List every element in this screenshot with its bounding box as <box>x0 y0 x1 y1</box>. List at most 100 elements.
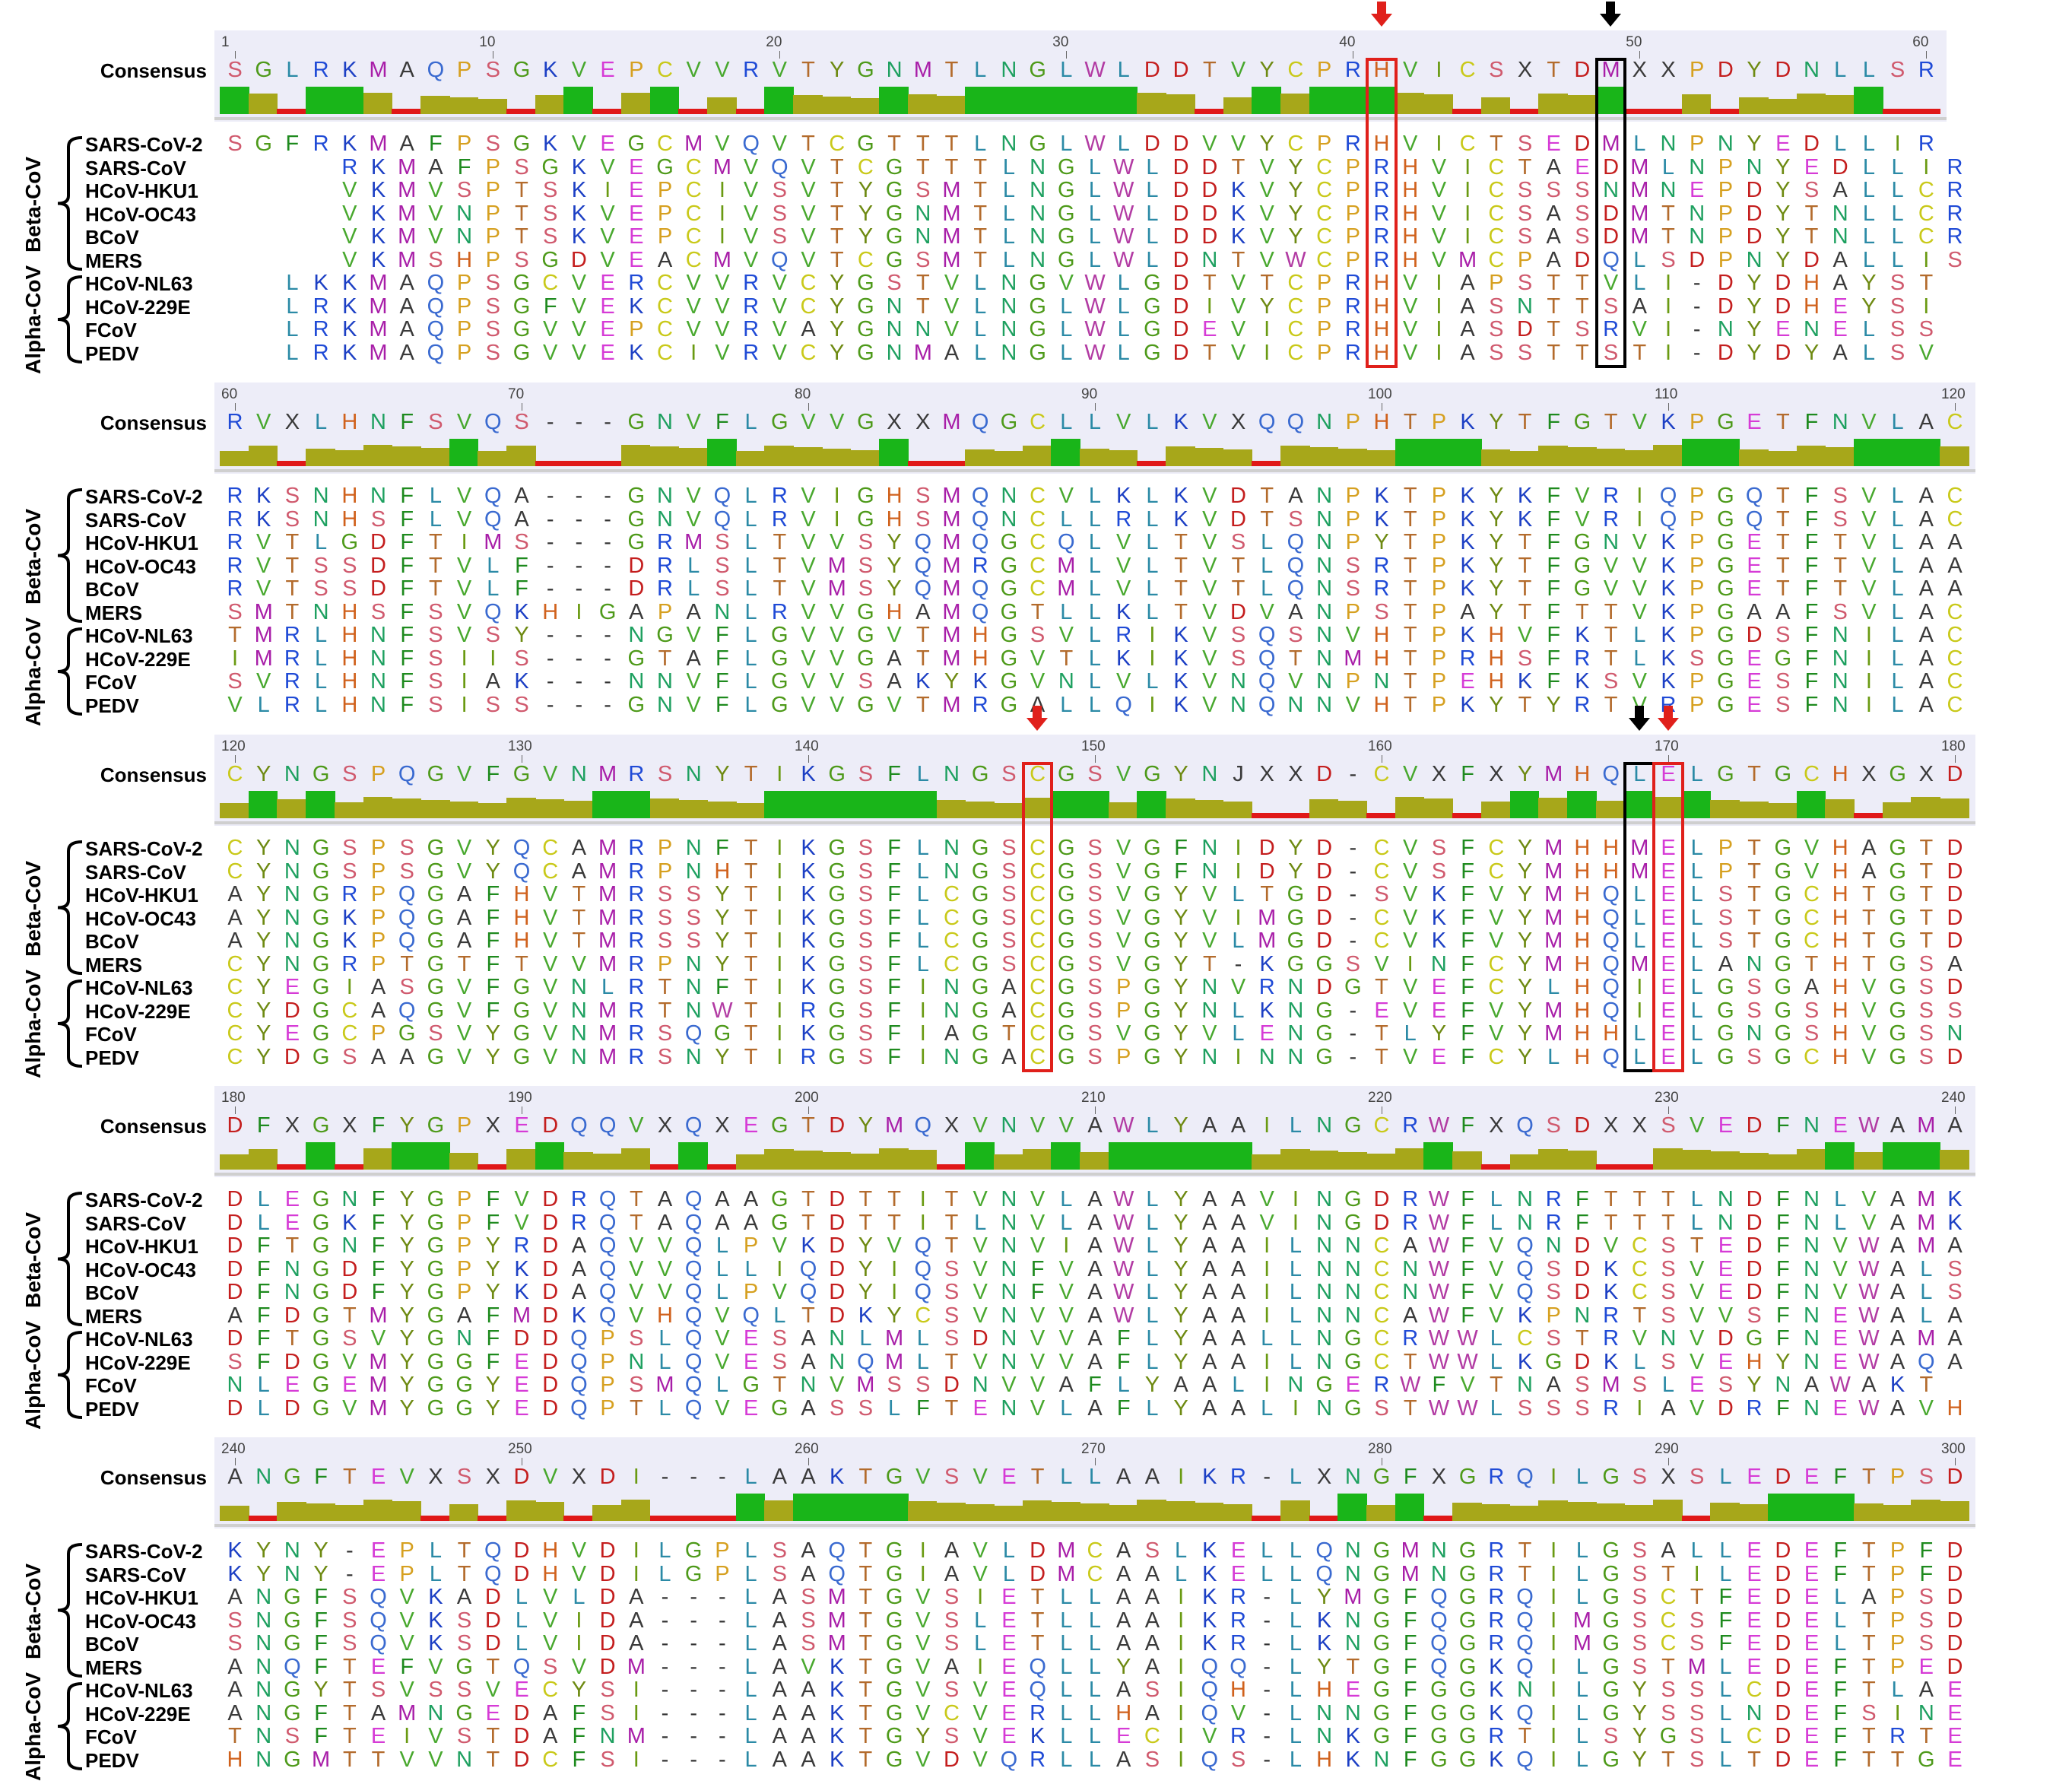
sequence-residue: L <box>1568 1656 1597 1678</box>
consensus-residue: V <box>966 1115 995 1137</box>
sequence-residue: N <box>938 860 966 883</box>
sequence-residue: - <box>1252 1679 1281 1701</box>
sequence-residue: A <box>1224 1281 1253 1303</box>
sequence-residue: R <box>1338 272 1367 294</box>
group-bracket <box>57 1682 83 1770</box>
consensus-residue: T <box>335 1466 364 1488</box>
sequence-residue: G <box>851 694 880 716</box>
sequence-residue: H <box>1798 295 1826 318</box>
sequence-residue: A <box>708 1189 737 1211</box>
sequence-residue: L <box>708 1258 737 1281</box>
sequence-residue: A <box>794 1748 823 1771</box>
sequence-residue: G <box>1138 976 1166 998</box>
sequence-name: MERS <box>85 955 142 975</box>
sequence-residue: D <box>1138 133 1166 155</box>
consensus-residue: Q <box>1597 764 1626 786</box>
sequence-residue: S <box>1883 319 1912 341</box>
sequence-residue: K <box>1224 226 1253 248</box>
sequence-residue: G <box>1711 578 1740 600</box>
sequence-residue: S <box>909 179 938 202</box>
sequence-residue: A <box>450 1304 479 1327</box>
sequence-residue: G <box>1138 1023 1166 1045</box>
sequence-residue: G <box>765 647 794 670</box>
sequence-residue: T <box>909 133 938 155</box>
sequence-residue: L <box>966 319 995 341</box>
sequence-residue: V <box>1798 837 1826 859</box>
conservation-bar <box>1080 1152 1109 1170</box>
sequence-residue: F <box>564 1748 593 1771</box>
conservation-bar <box>1022 1500 1052 1521</box>
sequence-residue: L <box>1711 1679 1740 1701</box>
sequence-residue: F <box>278 133 306 155</box>
sequence-residue: G <box>765 671 794 693</box>
sequence-residue: V <box>450 976 479 998</box>
sequence-residue: D <box>335 1258 364 1281</box>
consensus-residue: S <box>450 1466 479 1488</box>
consensus-residue: L <box>1080 1466 1109 1488</box>
sequence-residue: A <box>1195 1304 1224 1327</box>
sequence-residue: N <box>938 999 966 1022</box>
sequence-residue: C <box>536 860 565 883</box>
consensus-residue: X <box>478 1466 507 1488</box>
consensus-residue: X <box>651 1115 680 1137</box>
sequence-residue: I <box>1052 1235 1080 1257</box>
consensus-residue: G <box>1597 1466 1626 1488</box>
sequence-residue: T <box>851 1633 880 1655</box>
sequence-residue: G <box>622 647 651 670</box>
sequence-residue: V <box>1396 133 1425 155</box>
sequence-residue: D <box>1166 179 1195 202</box>
sequence-residue: Q <box>1740 508 1769 531</box>
sequence-residue: F <box>880 930 909 952</box>
consensus-residue: X <box>1310 1466 1339 1488</box>
sequence-residue: T <box>1826 532 1855 554</box>
sequence-residue: R <box>278 624 306 646</box>
sequence-residue: L <box>1883 532 1912 554</box>
consensus-residue: T <box>1855 1466 1883 1488</box>
sequence-residue: Y <box>249 953 278 976</box>
sequence-residue: L <box>1080 671 1109 693</box>
sequence-residue: L <box>1826 1211 1855 1234</box>
sequence-residue: G <box>880 1540 909 1562</box>
sequence-residue: G <box>823 953 852 976</box>
sequence-residue: V <box>1568 508 1597 531</box>
sequence-residue: I <box>1166 1633 1195 1655</box>
sequence-residue: S <box>1654 1281 1683 1303</box>
sequence-residue: Y <box>1109 1656 1138 1678</box>
sequence-residue: R <box>622 906 651 929</box>
sequence-residue: V <box>651 1258 680 1281</box>
sequence-residue: Y <box>1166 1351 1195 1373</box>
sequence-residue: Y <box>392 1397 421 1420</box>
sequence-residue: L <box>1138 156 1166 179</box>
sequence-residue: S <box>335 1609 364 1632</box>
consensus-residue: S <box>478 59 507 81</box>
sequence-residue: A <box>1195 1189 1224 1211</box>
consensus-residue: L <box>306 411 335 433</box>
sequence-residue: F <box>1539 601 1568 624</box>
sequence-residue: E <box>1424 976 1453 998</box>
sequence-residue: Y <box>249 1046 278 1068</box>
sequence-residue: F <box>364 1281 393 1303</box>
sequence-residue: W <box>1109 1258 1138 1281</box>
sequence-residue: G <box>966 999 995 1022</box>
sequence-residue: M <box>1396 1540 1425 1562</box>
sequence-residue: S <box>1568 1397 1597 1420</box>
sequence-residue: K <box>1597 1351 1626 1373</box>
sequence-residue: A <box>1195 1374 1224 1396</box>
consensus-residue: T <box>1597 411 1626 433</box>
sequence-residue: L <box>737 1586 766 1608</box>
sequence-residue: H <box>1310 1748 1339 1771</box>
sequence-residue: T <box>938 1235 966 1257</box>
sequence-residue: S <box>1597 341 1626 364</box>
sequence-residue: S <box>851 1046 880 1068</box>
sequence-residue: - <box>708 1748 737 1771</box>
sequence-residue: G <box>1453 1702 1482 1725</box>
sequence-residue: E <box>593 295 622 318</box>
sequence-residue: S <box>851 860 880 883</box>
sequence-residue: N <box>679 976 708 998</box>
sequence-residue: D <box>1769 1609 1798 1632</box>
sequence-residue: S <box>823 1397 852 1420</box>
sequence-residue: I <box>1424 319 1453 341</box>
sequence-residue: S <box>851 671 880 693</box>
sequence-residue: G <box>1453 1656 1482 1678</box>
sequence-residue: T <box>1740 930 1769 952</box>
